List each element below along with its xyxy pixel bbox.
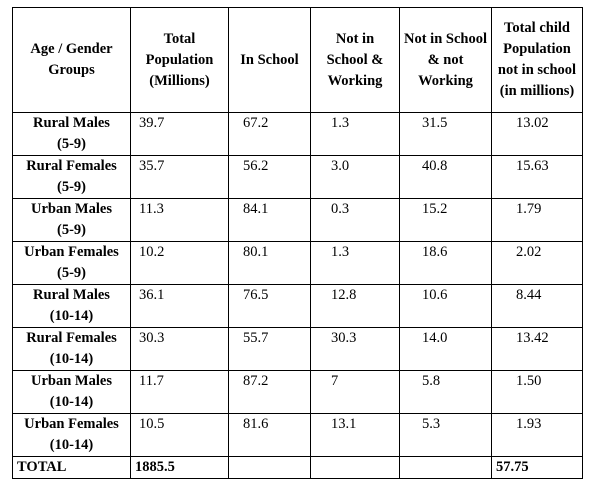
total-population-sum: 1885.5 — [130, 456, 229, 479]
table-row: Rural Females (5-9) 35.7 56.2 3.0 40.8 15… — [12, 155, 583, 199]
not-in-school-not-working-cell: 14.0 — [399, 327, 492, 371]
not-in-school-not-working-cell: 10.6 — [399, 284, 492, 328]
group-age-range: (10-14) — [49, 437, 94, 453]
in-school-cell: 76.5 — [228, 284, 311, 328]
header-in-school: In School — [228, 7, 311, 113]
header-total-population: Total Population (Millions) — [130, 7, 229, 113]
not-in-school-working-cell: 7 — [310, 370, 400, 414]
total-row: TOTAL 1885.5 57.75 — [12, 456, 583, 479]
not-in-school-total-cell: 1.79 — [491, 198, 583, 242]
in-school-cell: 81.6 — [228, 413, 311, 457]
in-school-cell: 67.2 — [228, 112, 311, 156]
not-in-school-total-cell: 1.93 — [491, 413, 583, 457]
not-in-school-not-working-cell: 5.3 — [399, 413, 492, 457]
group-name: Rural Females — [26, 330, 117, 346]
group-name: Rural Males — [33, 287, 110, 303]
group-age-range: (5-9) — [57, 265, 86, 281]
not-in-school-not-working-cell: 18.6 — [399, 241, 492, 285]
in-school-sum — [228, 456, 311, 479]
group-name: Urban Males — [31, 373, 112, 389]
not-in-school-working-sum — [310, 456, 400, 479]
in-school-cell: 84.1 — [228, 198, 311, 242]
total-population-cell: 30.3 — [130, 327, 229, 371]
not-in-school-working-cell: 1.3 — [310, 112, 400, 156]
not-in-school-total-cell: 13.02 — [491, 112, 583, 156]
not-in-school-total-cell: 1.50 — [491, 370, 583, 414]
not-in-school-not-working-cell: 40.8 — [399, 155, 492, 199]
group-cell: Rural Males (5-9) — [12, 112, 131, 156]
header-age-gender-groups: Age / Gender Groups — [12, 7, 131, 113]
group-age-range: (10-14) — [49, 351, 94, 367]
total-label: TOTAL — [12, 456, 131, 479]
group-age-range: (10-14) — [49, 394, 94, 410]
not-in-school-total-cell: 8.44 — [491, 284, 583, 328]
group-cell: Rural Males (10-14) — [12, 284, 131, 328]
group-name: Rural Males — [33, 115, 110, 131]
not-in-school-working-cell: 13.1 — [310, 413, 400, 457]
not-in-school-total-cell: 13.42 — [491, 327, 583, 371]
group-age-range: (10-14) — [49, 308, 94, 324]
table-row: Rural Males (10-14) 36.1 76.5 12.8 10.6 8… — [12, 284, 583, 328]
group-cell: Urban Females (5-9) — [12, 241, 131, 285]
header-not-in-school-working: Not in School & Working — [310, 7, 400, 113]
table-row: Rural Males (5-9) 39.7 67.2 1.3 31.5 13.0… — [12, 112, 583, 156]
in-school-cell: 56.2 — [228, 155, 311, 199]
group-age-range: (5-9) — [57, 179, 86, 195]
not-in-school-not-working-sum — [399, 456, 492, 479]
group-name: Rural Females — [26, 158, 117, 174]
total-population-cell: 35.7 — [130, 155, 229, 199]
group-cell: Urban Males (5-9) — [12, 198, 131, 242]
not-in-school-working-cell: 12.8 — [310, 284, 400, 328]
total-population-cell: 36.1 — [130, 284, 229, 328]
table-row: Urban Females (5-9) 10.2 80.1 1.3 18.6 2.… — [12, 241, 583, 285]
population-table: Age / Gender Groups Total Population (Mi… — [12, 7, 583, 479]
header-row: Age / Gender Groups Total Population (Mi… — [12, 7, 583, 113]
not-in-school-not-working-cell: 15.2 — [399, 198, 492, 242]
in-school-cell: 87.2 — [228, 370, 311, 414]
group-name: Urban Females — [24, 244, 119, 260]
table-row: Urban Males (5-9) 11.3 84.1 0.3 15.2 1.79 — [12, 198, 583, 242]
header-not-in-school-total: Total child Population not in school (in… — [491, 7, 583, 113]
total-population-cell: 11.3 — [130, 198, 229, 242]
group-cell: Urban Males (10-14) — [12, 370, 131, 414]
group-age-range: (5-9) — [57, 222, 86, 238]
not-in-school-not-working-cell: 5.8 — [399, 370, 492, 414]
not-in-school-not-working-cell: 31.5 — [399, 112, 492, 156]
total-population-cell: 10.2 — [130, 241, 229, 285]
group-age-range: (5-9) — [57, 136, 86, 152]
not-in-school-total-cell: 2.02 — [491, 241, 583, 285]
not-in-school-working-cell: 3.0 — [310, 155, 400, 199]
total-population-cell: 10.5 — [130, 413, 229, 457]
total-population-cell: 39.7 — [130, 112, 229, 156]
not-in-school-total-cell: 15.63 — [491, 155, 583, 199]
header-not-in-school-not-working: Not in School & not Working — [399, 7, 492, 113]
in-school-cell: 80.1 — [228, 241, 311, 285]
total-population-cell: 11.7 — [130, 370, 229, 414]
not-in-school-working-cell: 1.3 — [310, 241, 400, 285]
table-row: Urban Females (10-14) 10.5 81.6 13.1 5.3 … — [12, 413, 583, 457]
group-name: Urban Females — [24, 416, 119, 432]
group-cell: Rural Females (10-14) — [12, 327, 131, 371]
not-in-school-working-cell: 30.3 — [310, 327, 400, 371]
group-cell: Urban Females (10-14) — [12, 413, 131, 457]
group-name: Urban Males — [31, 201, 112, 217]
table-row: Urban Males (10-14) 11.7 87.2 7 5.8 1.50 — [12, 370, 583, 414]
table-row: Rural Females (10-14) 30.3 55.7 30.3 14.0… — [12, 327, 583, 371]
not-in-school-total-sum: 57.75 — [491, 456, 583, 479]
in-school-cell: 55.7 — [228, 327, 311, 371]
group-cell: Rural Females (5-9) — [12, 155, 131, 199]
not-in-school-working-cell: 0.3 — [310, 198, 400, 242]
